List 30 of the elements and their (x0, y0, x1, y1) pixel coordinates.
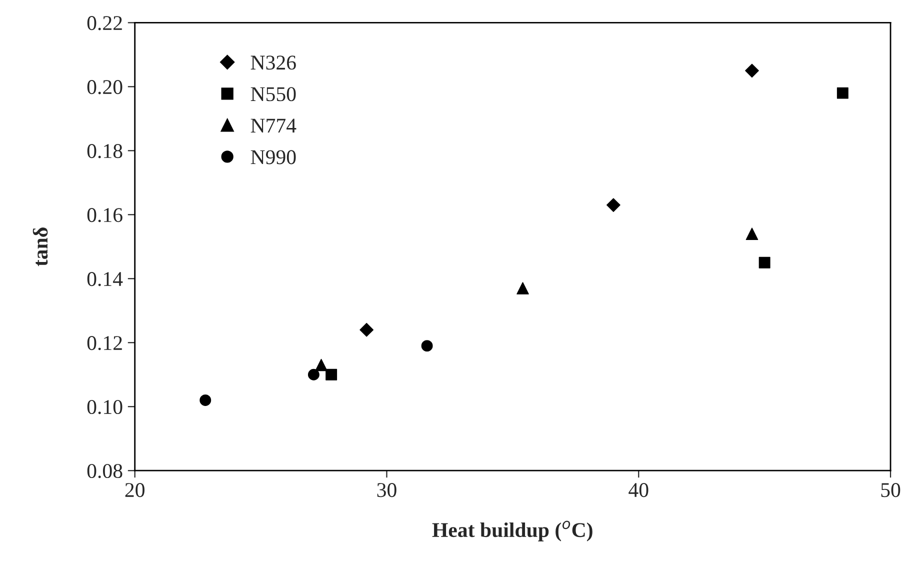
x-tick-label: 20 (125, 483, 144, 498)
legend-label: N774 (250, 118, 296, 132)
y-tick-label: 0.16 (87, 208, 122, 222)
y-tick-label: 0.12 (87, 336, 122, 350)
legend-label: N326 (250, 56, 296, 70)
x-tick-label: 50 (881, 483, 900, 498)
point (836, 87, 848, 99)
point (315, 358, 328, 372)
point (200, 394, 212, 406)
y-tick-label: 0.10 (87, 400, 122, 414)
x-tick-label: 30 (377, 483, 396, 498)
y-tick-label: 0.18 (87, 144, 122, 158)
x-tick-label: 40 (628, 483, 648, 498)
point (746, 228, 758, 240)
point (758, 256, 770, 268)
point (516, 282, 529, 294)
point (326, 368, 338, 380)
legend-label: N550 (250, 87, 296, 102)
y-tick-label: 0.22 (87, 16, 122, 30)
point (745, 64, 759, 78)
y-tick-label: 0.08 (87, 464, 122, 478)
point (360, 322, 374, 337)
point (308, 368, 320, 380)
y-tick-label: 0.14 (87, 272, 123, 286)
legend-label: N990 (250, 150, 296, 164)
x-axis-title: Heat buildup ($^{o}$C) (432, 520, 592, 542)
point (606, 198, 620, 212)
point (421, 340, 433, 352)
y-tick-label: 0.20 (87, 80, 122, 94)
y-axis-title: tanδ (32, 228, 48, 266)
